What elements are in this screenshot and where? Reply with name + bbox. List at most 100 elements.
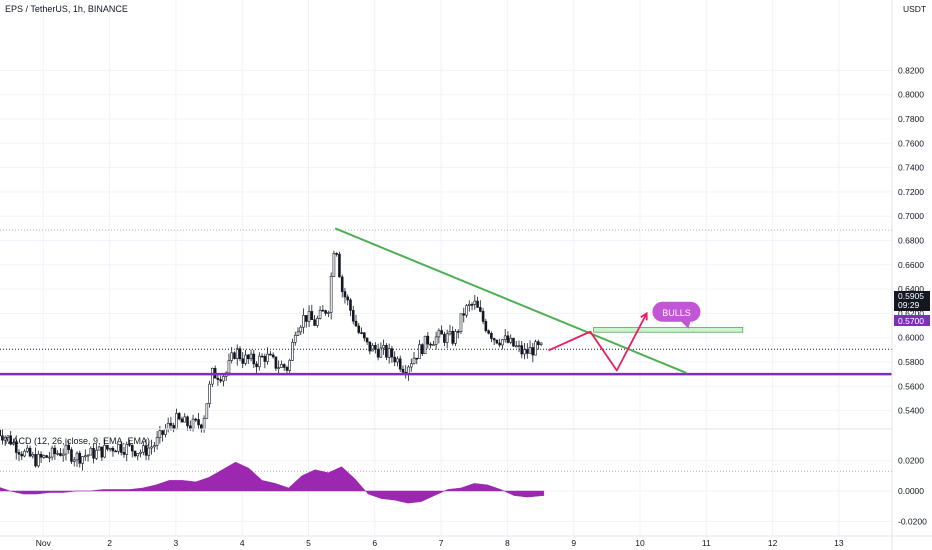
candle-up [81,456,84,464]
candle-down [233,352,236,359]
candle-up [409,363,413,368]
candle-down [426,335,430,345]
candle-up [86,454,90,457]
candle-down [365,337,369,343]
candle-up [3,437,7,441]
candle-down [492,338,496,341]
candle-up [318,309,322,319]
candle-down [197,419,200,426]
candle-up [235,348,239,359]
candle-down [111,447,115,452]
price-tick-label: 0.7000 [898,211,924,221]
time-tick-label: 12 [768,538,778,548]
price-tick-label: 0.6600 [898,260,924,270]
candle-up [191,418,195,429]
chart-title: EPS / TetherUS, 1h, BINANCE [5,4,128,14]
candle-up [142,445,145,453]
candle-up [202,417,206,430]
candle-down [525,349,529,354]
target-zone-box [593,326,744,333]
price-tick-label: 0.8000 [898,90,924,100]
price-tick-label: 0.7400 [898,163,924,173]
candle-down [338,253,341,278]
candle-up [327,312,330,314]
candle-down [45,455,48,458]
candle-down [487,330,490,334]
time-tick-label: 11 [702,538,711,548]
candle-down [324,310,327,314]
candle-down [313,319,316,326]
candle-up [418,344,421,359]
candle-up [64,444,68,455]
candle-down [429,343,432,346]
candle-down [401,368,405,373]
candle-up [136,453,140,457]
candle-up [302,315,305,328]
macd-tick-label: 0.0200 [898,456,924,466]
candle-up [503,335,507,340]
candle-down [169,422,173,426]
candle-up [166,422,170,430]
time-tick-label: 7 [439,538,444,548]
time-tick-label: Nov [36,538,52,548]
time-tick-label: 8 [505,538,510,548]
candle-up [280,364,283,368]
candle-up [50,447,54,458]
candle-up [434,336,438,345]
candle-down [180,418,184,423]
price-axis[interactable]: 0.8200 0.8000 0.7800 0.7600 0.7400 0.7200 0.70… [898,65,924,415]
candle-down [177,413,181,420]
candle-down [92,447,95,459]
candle-down [263,356,267,362]
candle-up [117,444,120,452]
candle-down [14,441,18,453]
candle-down [456,331,460,333]
price-tick-label: 0.5600 [898,381,924,391]
candle-up [379,347,383,358]
candle-down [246,354,250,360]
candle-up [534,341,537,356]
candle-down [238,348,242,360]
candle-up [158,430,162,438]
candle-down [59,453,62,456]
candle-up [155,437,159,446]
candle-up [387,348,391,358]
candle-countdown: 09:29 [898,300,920,310]
time-tick-label: 10 [635,538,645,548]
candle-down [274,356,278,369]
candle-up [12,441,15,445]
candle-up [423,335,427,355]
candle-down [349,299,352,311]
candle-down [393,356,396,363]
price-tick-label: 0.6000 [898,333,924,343]
bulls-callout[interactable]: BULLS [652,301,701,329]
candle-up [448,330,452,335]
candle-up [473,300,477,305]
price-tick-label: 0.6400 [898,284,924,294]
price-tick-label: 0.7600 [898,138,924,148]
candle-up [48,456,51,459]
candle-up [164,428,167,435]
time-axis[interactable]: Nov 2 3 4 5 6 7 8 9 10 11 12 13 [36,538,844,548]
price-pane[interactable] [0,227,892,472]
candle-down [531,347,535,356]
candle-down [161,430,164,435]
currency-label: USDT [903,4,926,14]
candle-down [285,367,289,371]
candle-down [490,333,493,339]
candle-up [23,450,26,457]
candle-up [396,358,399,363]
candle-down [440,330,443,335]
macd-pane[interactable] [0,461,545,504]
macd-axis[interactable]: 0.0200 0.0000 -0.0200 [898,456,927,527]
price-tick-label: 0.7800 [898,114,924,124]
candle-down [335,253,338,255]
candle-down [194,418,198,421]
candle-up [72,459,76,462]
candle-down [498,342,501,346]
candle-down [252,353,256,365]
candle-down [122,452,126,455]
candle-down [390,348,394,358]
candle-down [216,377,220,380]
candle-down [282,364,286,368]
